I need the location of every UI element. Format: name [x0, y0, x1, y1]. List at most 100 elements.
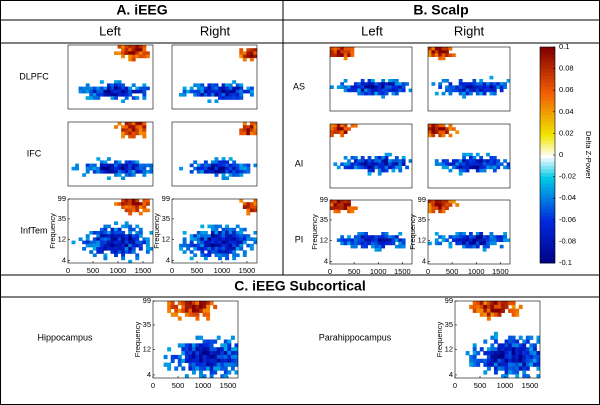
row-label: Hippocampus: [37, 332, 93, 342]
heat-cell: [78, 237, 83, 241]
heat-cell: [532, 354, 537, 360]
heat-cell: [448, 88, 453, 93]
heat-cell: [360, 82, 365, 86]
heat-cell: [246, 237, 251, 241]
y-tick-label: 4: [324, 256, 328, 265]
heat-cell: [188, 304, 193, 310]
y-axis-label: Frequency: [408, 214, 417, 250]
heat-cell: [121, 125, 126, 129]
heat-cell: [472, 354, 477, 360]
heat-cell: [458, 232, 463, 236]
heat-cell: [128, 160, 133, 164]
heat-cell: [106, 234, 111, 238]
heat-cell: [103, 231, 108, 235]
heat-cell: [489, 88, 494, 93]
heat-cell: [455, 159, 460, 163]
heat-cell: [89, 166, 94, 171]
heat-cell: [493, 358, 498, 363]
heat-cell: [253, 131, 257, 136]
heat-cell: [490, 362, 495, 367]
colorbar-cell: [540, 140, 555, 145]
heat-cell: [441, 200, 446, 204]
heat-cell: [232, 80, 237, 84]
heat-cell: [121, 243, 126, 248]
row-label: InfTem: [20, 225, 47, 235]
heat-cell: [96, 86, 101, 91]
colorbar-cell: [540, 173, 555, 177]
heat-cell: [515, 370, 520, 375]
heat-cell: [221, 227, 226, 232]
heat-cell: [438, 133, 443, 138]
heat-cell: [193, 234, 198, 238]
heat-cell: [181, 301, 186, 306]
heat-cell: [489, 165, 494, 170]
heat-cell: [214, 86, 219, 91]
heat-cell: [214, 170, 219, 174]
heat-cell: [462, 235, 466, 239]
heat-cell: [228, 89, 233, 94]
heat-cell: [504, 339, 509, 344]
heat-cell: [249, 202, 254, 206]
heat-cell: [469, 358, 474, 363]
colorbar-cell: [540, 97, 555, 102]
heat-cell: [475, 232, 480, 236]
heat-cell: [360, 159, 365, 163]
heat-cell: [493, 312, 498, 317]
heat-cell: [431, 209, 436, 214]
heat-cell: [364, 165, 368, 170]
heat-cell: [214, 173, 219, 177]
heat-cell: [195, 335, 200, 340]
heat-cell: [458, 235, 463, 239]
heat-cell: [504, 343, 509, 348]
heat-cell: [221, 160, 226, 164]
heat-cell: [381, 88, 386, 93]
heat-cell: [333, 209, 338, 214]
heat-cell: [476, 304, 481, 310]
heat-cell: [235, 166, 240, 171]
heat-cell: [249, 54, 254, 59]
plot-frame: [67, 198, 154, 264]
heat-cell: [195, 347, 200, 352]
heat-cell: [401, 85, 406, 89]
heat-cell: [223, 354, 228, 360]
heat-cell: [458, 91, 463, 96]
heat-cell: [209, 362, 214, 367]
heat-cell: [121, 99, 126, 103]
heat-cell: [522, 343, 527, 348]
heat-cell: [239, 199, 244, 203]
heat-cell: [216, 366, 221, 371]
heat-cell: [336, 130, 341, 134]
heat-cell: [347, 241, 351, 246]
heat-cell: [210, 240, 215, 245]
heat-cell: [445, 88, 449, 93]
heat-cell: [475, 91, 480, 96]
heat-cell: [518, 351, 523, 356]
heat-cell: [490, 358, 495, 363]
heat-cell: [490, 308, 495, 313]
heat-cell: [469, 354, 474, 360]
heat-cell: [489, 82, 494, 86]
heat-cell: [438, 82, 443, 86]
heat-cell: [195, 316, 200, 321]
heat-cell: [479, 82, 484, 86]
heat-cell: [203, 231, 208, 235]
heat-cell: [96, 250, 101, 254]
heat-cell: [99, 237, 104, 241]
heat-cell: [121, 256, 126, 261]
heat-cell: [199, 370, 203, 375]
y-tick-label: 4: [166, 255, 170, 264]
heat-cell: [486, 366, 491, 371]
x-tick-label: 0: [170, 266, 174, 275]
heat-cell: [103, 256, 108, 261]
heat-cell: [377, 165, 382, 170]
heat-cell: [343, 200, 348, 204]
heat-cell: [398, 241, 403, 246]
heat-cell: [96, 157, 101, 161]
heat-cell: [492, 241, 497, 246]
heatmap: [71, 199, 153, 263]
heat-cell: [394, 82, 399, 86]
heat-cell: [242, 234, 247, 238]
heat-cell: [343, 50, 348, 54]
heat-cell: [401, 238, 406, 242]
heat-cell: [360, 85, 365, 89]
